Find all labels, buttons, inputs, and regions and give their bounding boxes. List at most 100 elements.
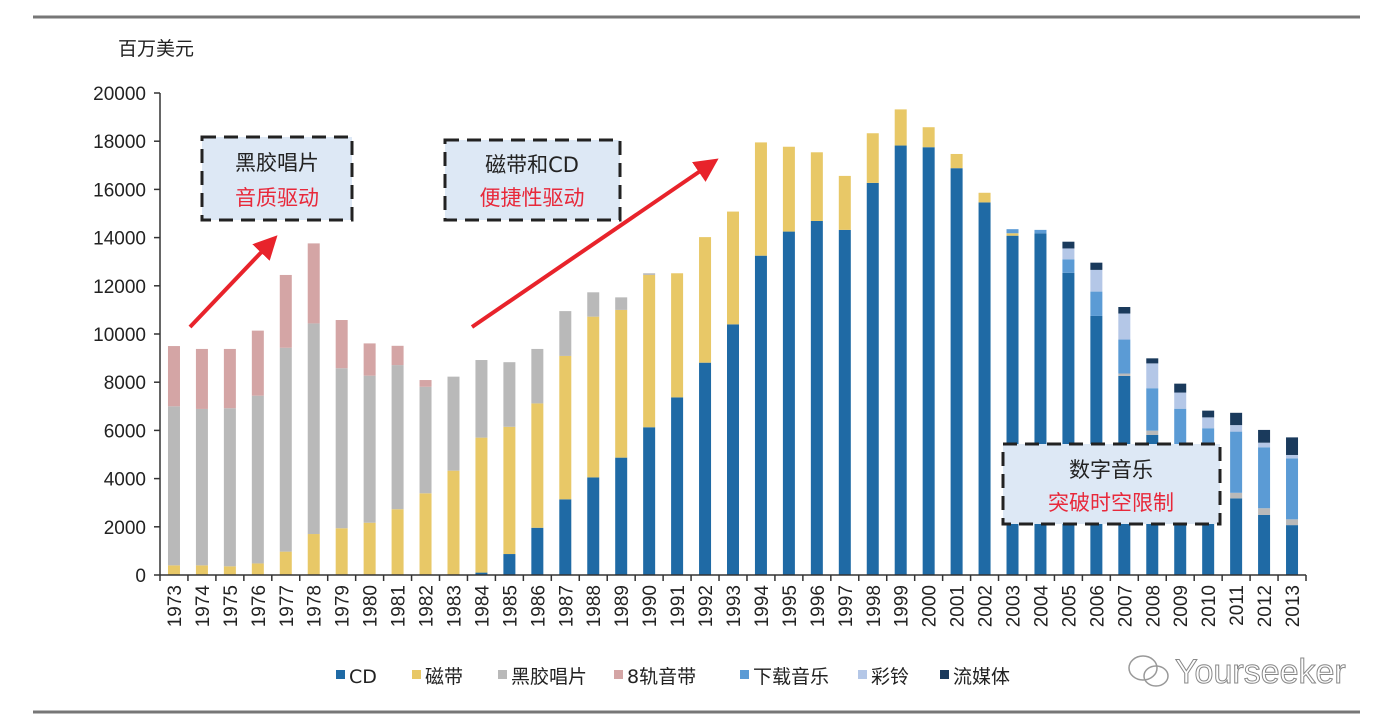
y-tick-label: 4000 xyxy=(104,470,146,491)
bar-segment-1991-CD xyxy=(671,397,684,575)
bar-segment-2002-磁带 xyxy=(978,192,991,203)
bar-segment-1981-黑胶唱片 xyxy=(391,365,404,510)
x-tick-label: 1976 xyxy=(249,585,270,627)
bar-segment-2011-下载音乐 xyxy=(1230,431,1243,493)
bar-segment-1975-8轨音带 xyxy=(223,348,236,409)
bar-segment-2011-黑胶唱片 xyxy=(1230,492,1243,499)
legend-label: CD xyxy=(349,666,377,688)
y-tick-label: 20000 xyxy=(93,84,146,105)
bar-segment-2000-磁带 xyxy=(922,127,935,148)
bar-segment-1989-磁带 xyxy=(615,309,628,458)
legend-label: 8轨音带 xyxy=(627,666,696,688)
x-tick-label: 2009 xyxy=(1171,585,1192,627)
x-tick-label: 1998 xyxy=(864,585,885,627)
bar-segment-2009-彩铃 xyxy=(1174,392,1187,409)
x-tick-label: 2007 xyxy=(1115,585,1136,627)
bar-segment-2006-下载音乐 xyxy=(1090,291,1103,316)
bar-segment-2009-流媒体 xyxy=(1174,383,1187,393)
bar-segment-1992-磁带 xyxy=(699,237,712,363)
bar-segment-1993-磁带 xyxy=(727,211,739,325)
bar-segment-1983-磁带 xyxy=(447,470,460,575)
x-tick-label: 1978 xyxy=(305,585,326,627)
x-tick-label: 1996 xyxy=(808,585,829,627)
bar-segment-2005-彩铃 xyxy=(1062,248,1075,260)
x-tick-label: 2008 xyxy=(1143,585,1164,627)
bar-segment-1989-黑胶唱片 xyxy=(615,297,628,310)
bar-segment-2005-CD xyxy=(1062,272,1075,575)
bar-segment-2011-CD xyxy=(1230,498,1243,575)
bar-segment-1997-磁带 xyxy=(838,175,851,230)
bar-segment-2001-CD xyxy=(950,168,963,575)
annotation-cassette-cd-subtitle: 便捷性驱动 xyxy=(480,186,585,210)
annotation-digital: 数字音乐 突破时空限制 xyxy=(1001,442,1222,526)
bar-segment-2008-黑胶唱片 xyxy=(1146,430,1159,435)
x-tick-label: 1981 xyxy=(389,585,410,627)
legend-swatch xyxy=(498,670,507,679)
x-tick-label: 1980 xyxy=(361,585,382,627)
bar-segment-1974-8轨音带 xyxy=(195,348,208,409)
bar-segment-1986-磁带 xyxy=(531,403,544,528)
annotation-vinyl-subtitle: 音质驱动 xyxy=(235,186,319,210)
annotation-digital-subtitle: 突破时空限制 xyxy=(1048,491,1174,515)
bar-segment-2000-CD xyxy=(922,147,935,575)
x-tick-label: 1993 xyxy=(724,585,745,627)
bar-segment-1979-黑胶唱片 xyxy=(335,368,348,529)
trend-arrow-cassette-cd xyxy=(470,158,719,329)
bar-segment-1982-黑胶唱片 xyxy=(419,386,432,494)
x-tick-label: 2000 xyxy=(920,585,941,627)
legend-label: 磁带 xyxy=(425,666,463,688)
x-tick-label: 2003 xyxy=(1004,585,1025,627)
bar-segment-1999-CD xyxy=(894,145,907,575)
bar-segment-1990-黑胶唱片 xyxy=(643,273,656,275)
legend-label: 下载音乐 xyxy=(753,666,829,688)
annotation-cassette-cd-title: 磁带和CD xyxy=(485,153,579,177)
bar-segment-1977-磁带 xyxy=(279,551,292,575)
bar-segment-2013-彩铃 xyxy=(1286,454,1299,459)
x-tick-label: 1992 xyxy=(696,585,717,627)
bar-segment-1989-CD xyxy=(615,457,628,575)
bar-segment-1998-磁带 xyxy=(866,133,879,183)
bar-segment-1998-CD xyxy=(866,182,879,575)
bar-segment-1978-黑胶唱片 xyxy=(307,323,320,535)
bar-segment-2010-流媒体 xyxy=(1202,410,1215,418)
watermark: Yourseeker xyxy=(1128,653,1346,692)
bar-segment-1983-黑胶唱片 xyxy=(447,376,460,471)
bar-segment-2012-下载音乐 xyxy=(1258,447,1271,509)
x-tick-label: 2012 xyxy=(1255,585,1276,627)
bar-segment-1978-磁带 xyxy=(307,534,320,575)
trend-arrow-vinyl xyxy=(188,235,278,329)
bar-segment-2007-黑胶唱片 xyxy=(1118,373,1131,376)
legend-swatch xyxy=(614,670,623,679)
y-tick-label: 12000 xyxy=(93,277,146,298)
legend-swatch xyxy=(740,670,749,679)
bar-segment-1973-8轨音带 xyxy=(167,346,180,407)
bar-segment-2002-CD xyxy=(978,202,991,575)
bar-segment-1987-磁带 xyxy=(559,355,572,500)
bar-segment-1976-8轨音带 xyxy=(251,330,264,396)
bar-segment-1995-CD xyxy=(782,231,795,575)
bar-segment-1973-磁带 xyxy=(167,565,180,575)
bar-segment-2003-下载音乐 xyxy=(1006,229,1019,234)
watermark-text: Yourseeker xyxy=(1175,653,1346,691)
x-tick-label: 2010 xyxy=(1199,585,1220,627)
bar-segment-2011-流媒体 xyxy=(1230,412,1243,426)
bar-segment-2012-流媒体 xyxy=(1258,429,1271,443)
x-tick-label: 1983 xyxy=(444,585,465,627)
bar-segment-2005-流媒体 xyxy=(1062,241,1075,249)
bar-segment-1994-CD xyxy=(754,255,767,576)
annotation-vinyl: 黑胶唱片 音质驱动 xyxy=(200,135,354,222)
x-tick-label: 1974 xyxy=(193,585,214,628)
x-tick-label: 1990 xyxy=(640,585,661,627)
bar-segment-1990-磁带 xyxy=(643,274,656,428)
y-tick-label: 10000 xyxy=(93,325,146,346)
bar-segment-1981-8轨音带 xyxy=(391,345,404,366)
bar-segment-1980-8轨音带 xyxy=(363,343,376,376)
legend-swatch xyxy=(412,670,421,679)
bar-segment-2013-流媒体 xyxy=(1286,437,1299,455)
y-tick-label: 2000 xyxy=(104,518,146,539)
bar-segment-2001-磁带 xyxy=(950,153,963,169)
bar-segment-2012-黑胶唱片 xyxy=(1258,508,1271,515)
bar-segment-1982-8轨音带 xyxy=(419,380,432,387)
bar-segment-1987-CD xyxy=(559,499,572,575)
annotation-vinyl-title: 黑胶唱片 xyxy=(235,151,319,175)
